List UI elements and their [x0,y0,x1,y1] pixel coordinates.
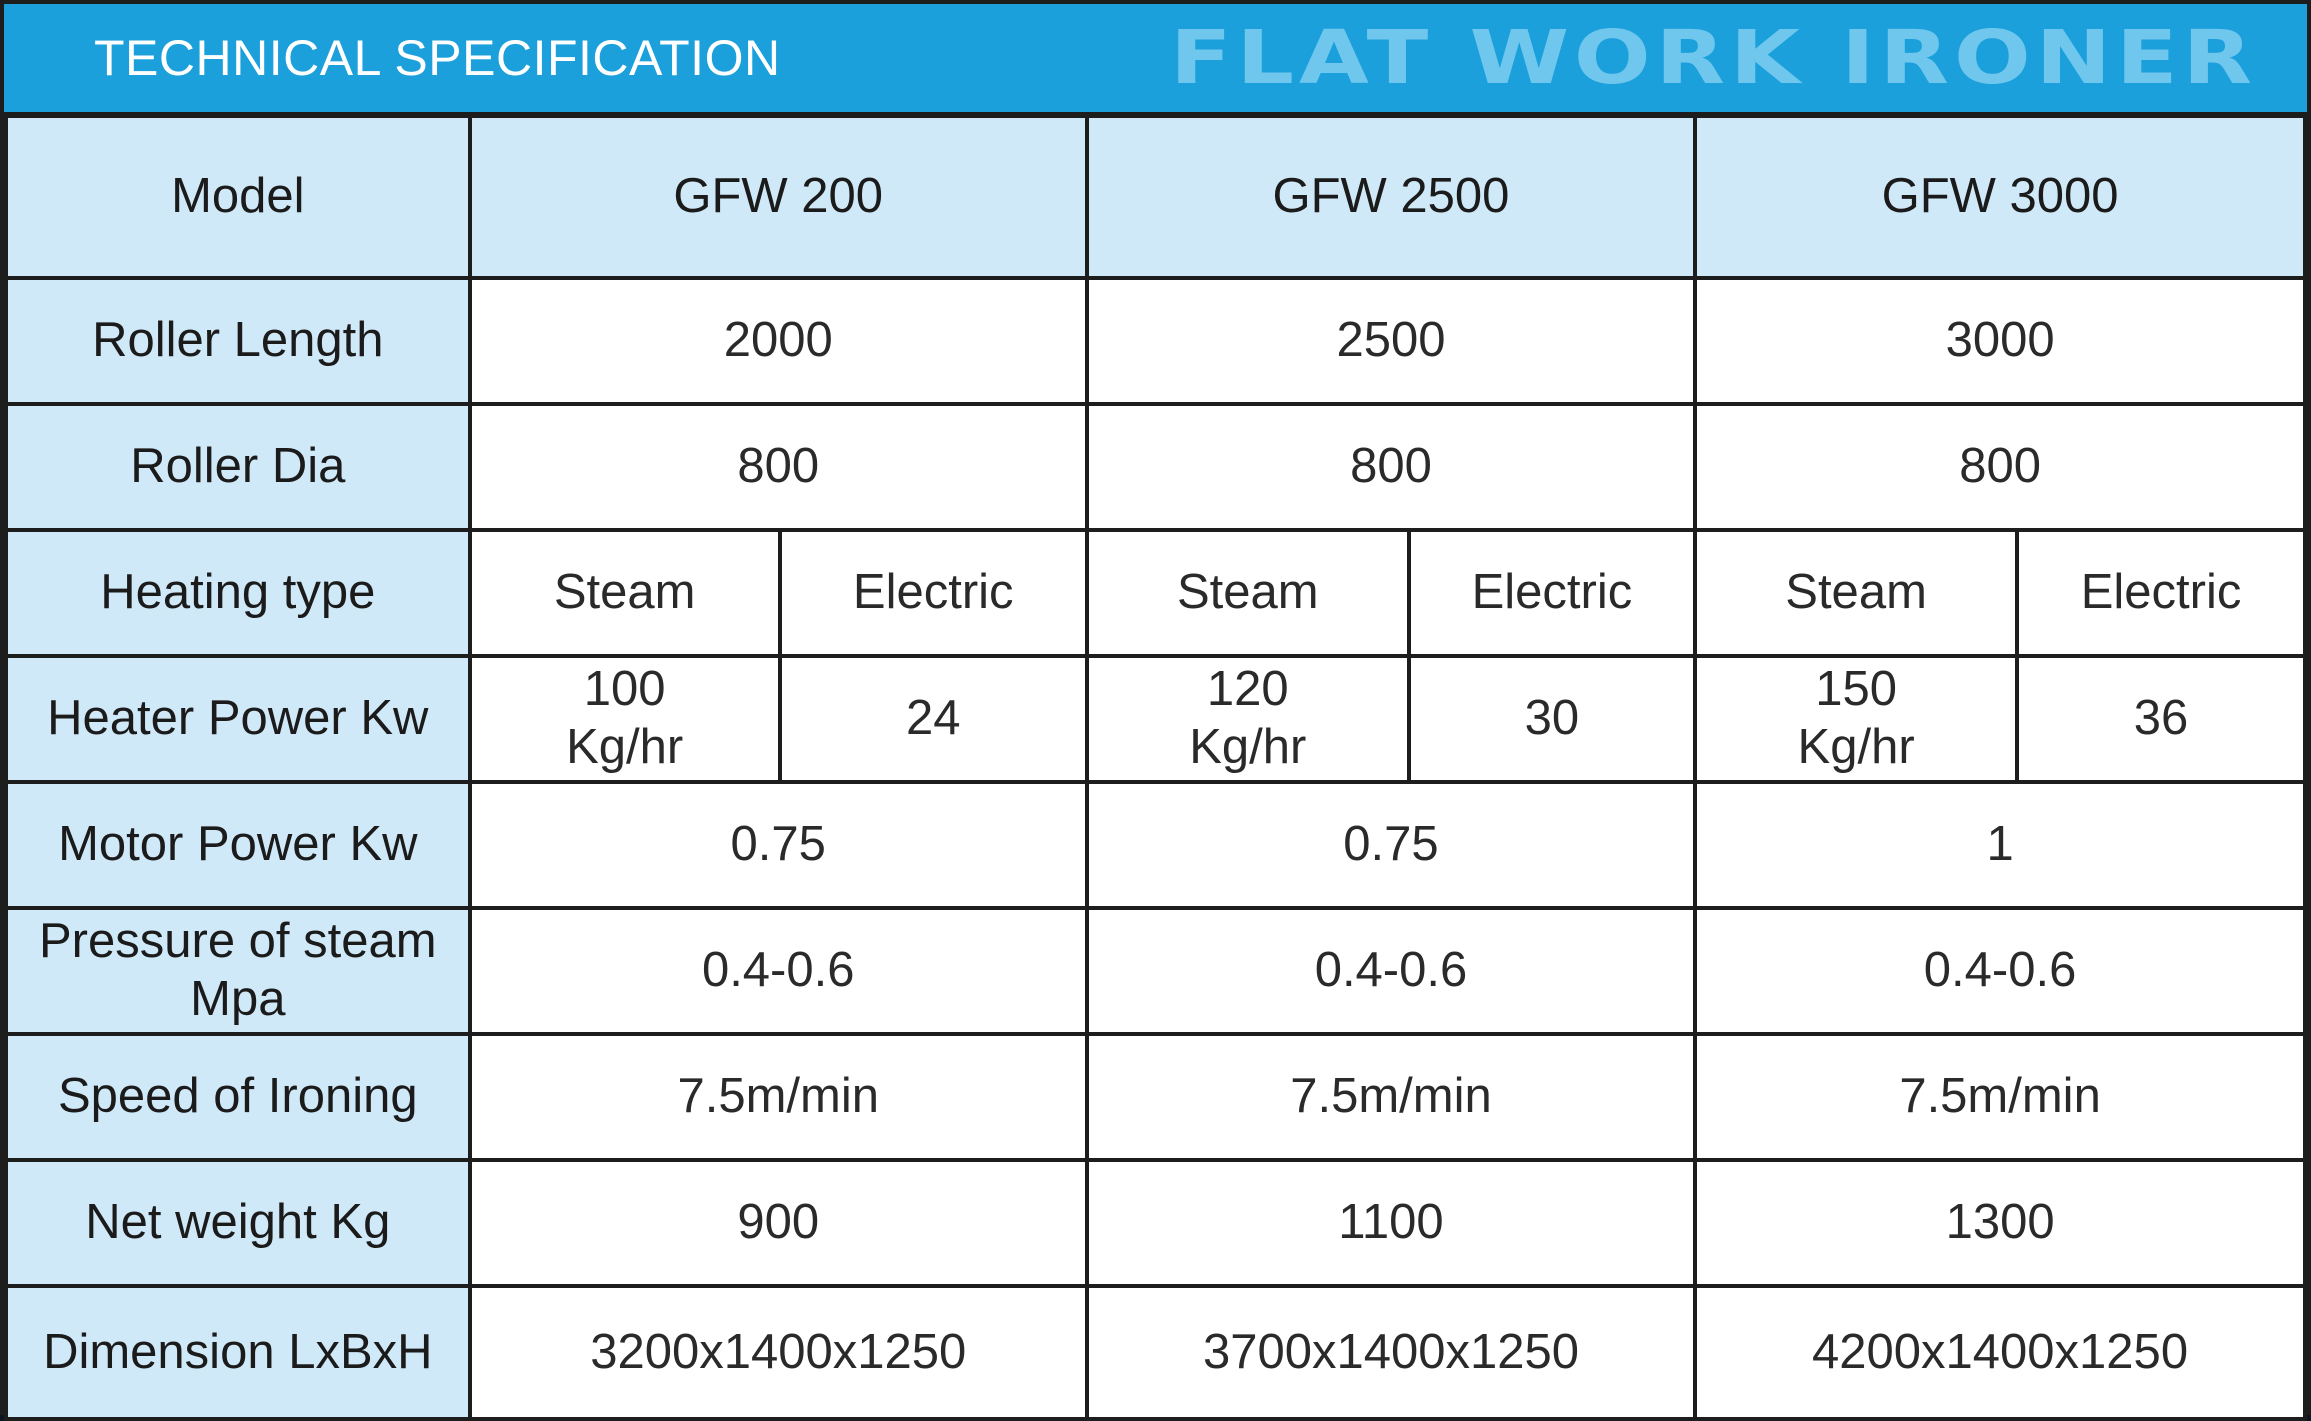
row-label-steam-pressure: Pressure of steam Mpa [4,906,472,1036]
heater-steam-value: 100 [583,662,666,717]
net-weight-2: 1100 [1084,1158,1698,1288]
heater-electric-1: 24 [777,654,1089,784]
table-row-heater-power: Heater Power Kw 100 Kg/hr 24 120 Kg/hr 3… [4,654,2307,784]
heating-electric-3: Electric [2015,528,2307,658]
ironing-speed-2: 7.5m/min [1084,1032,1698,1162]
steam-pressure-1: 0.4-0.6 [467,906,1089,1036]
row-label-motor-power: Motor Power Kw [4,780,472,910]
heater-electric-3: 36 [2015,654,2307,784]
ironing-speed-1: 7.5m/min [467,1032,1089,1162]
heating-steam-3: Steam [1693,528,2020,658]
table-row-net-weight: Net weight Kg 900 1100 1300 [4,1158,2307,1288]
heater-steam-3: 150 Kg/hr [1693,654,2020,784]
heater-steam-value: 120 [1206,662,1289,717]
heater-steam-unit: Kg/hr [566,720,684,774]
row-label-roller-length: Roller Length [4,276,472,406]
table-row-roller-length: Roller Length 2000 2500 3000 [4,276,2307,406]
heater-steam-2: 120 Kg/hr [1084,654,1411,784]
heating-electric-1: Electric [777,528,1089,658]
row-label-roller-dia: Roller Dia [4,402,472,532]
table-row-model: Model GFW 200 GFW 2500 GFW 3000 [4,114,2307,280]
product-name: FLAT WORK IRONER [1169,15,2257,101]
heater-electric-2: 30 [1406,654,1698,784]
table-row-steam-pressure: Pressure of steam Mpa 0.4-0.6 0.4-0.6 0.… [4,906,2307,1036]
row-label-ironing-speed: Speed of Ironing [4,1032,472,1162]
row-label-net-weight: Net weight Kg [4,1158,472,1288]
motor-power-3: 1 [1693,780,2307,910]
steam-pressure-label-line1: Pressure of steam [39,914,437,969]
header-title: TECHNICAL SPECIFICATION [94,30,781,86]
heater-steam-1: 100 Kg/hr [467,654,782,784]
net-weight-3: 1300 [1693,1158,2307,1288]
roller-length-3: 3000 [1693,276,2307,406]
roller-length-2: 2500 [1084,276,1698,406]
heating-steam-1: Steam [467,528,782,658]
steam-pressure-3: 0.4-0.6 [1693,906,2307,1036]
steam-pressure-2: 0.4-0.6 [1084,906,1698,1036]
roller-dia-1: 800 [467,402,1089,532]
heater-steam-value: 150 [1815,662,1897,717]
roller-length-1: 2000 [467,276,1089,406]
model-cell-3: GFW 3000 [1693,114,2307,280]
table-row-dimension: Dimension LxBxH 3200x1400x1250 3700x1400… [4,1284,2307,1421]
spec-table: Model GFW 200 GFW 2500 GFW 3000 Roller L… [4,114,2307,1421]
motor-power-1: 0.75 [467,780,1089,910]
model-cell-2: GFW 2500 [1084,114,1698,280]
header-bar: TECHNICAL SPECIFICATION FLAT WORK IRONER [4,4,2307,112]
model-cell-1: GFW 200 [467,114,1089,280]
roller-dia-3: 800 [1693,402,2307,532]
roller-dia-2: 800 [1084,402,1698,532]
table-row-heating-type: Heating type Steam Electric Steam Electr… [4,528,2307,658]
dimension-3: 4200x1400x1250 [1693,1284,2307,1421]
table-row-roller-dia: Roller Dia 800 800 800 [4,402,2307,532]
row-label-model: Model [4,114,472,280]
heating-steam-2: Steam [1084,528,1411,658]
table-row-ironing-speed: Speed of Ironing 7.5m/min 7.5m/min 7.5m/… [4,1032,2307,1162]
dimension-1: 3200x1400x1250 [467,1284,1089,1421]
heating-electric-2: Electric [1406,528,1698,658]
row-label-dimension: Dimension LxBxH [4,1284,472,1421]
motor-power-2: 0.75 [1084,780,1698,910]
net-weight-1: 900 [467,1158,1089,1288]
table-row-motor-power: Motor Power Kw 0.75 0.75 1 [4,780,2307,910]
heater-steam-unit: Kg/hr [1189,720,1307,774]
steam-pressure-label-line2: Mpa [190,972,286,1026]
ironing-speed-3: 7.5m/min [1693,1032,2307,1162]
row-label-heater-power: Heater Power Kw [4,654,472,784]
dimension-2: 3700x1400x1250 [1084,1284,1698,1421]
heater-steam-unit: Kg/hr [1797,720,1915,774]
row-label-heating-type: Heating type [4,528,472,658]
